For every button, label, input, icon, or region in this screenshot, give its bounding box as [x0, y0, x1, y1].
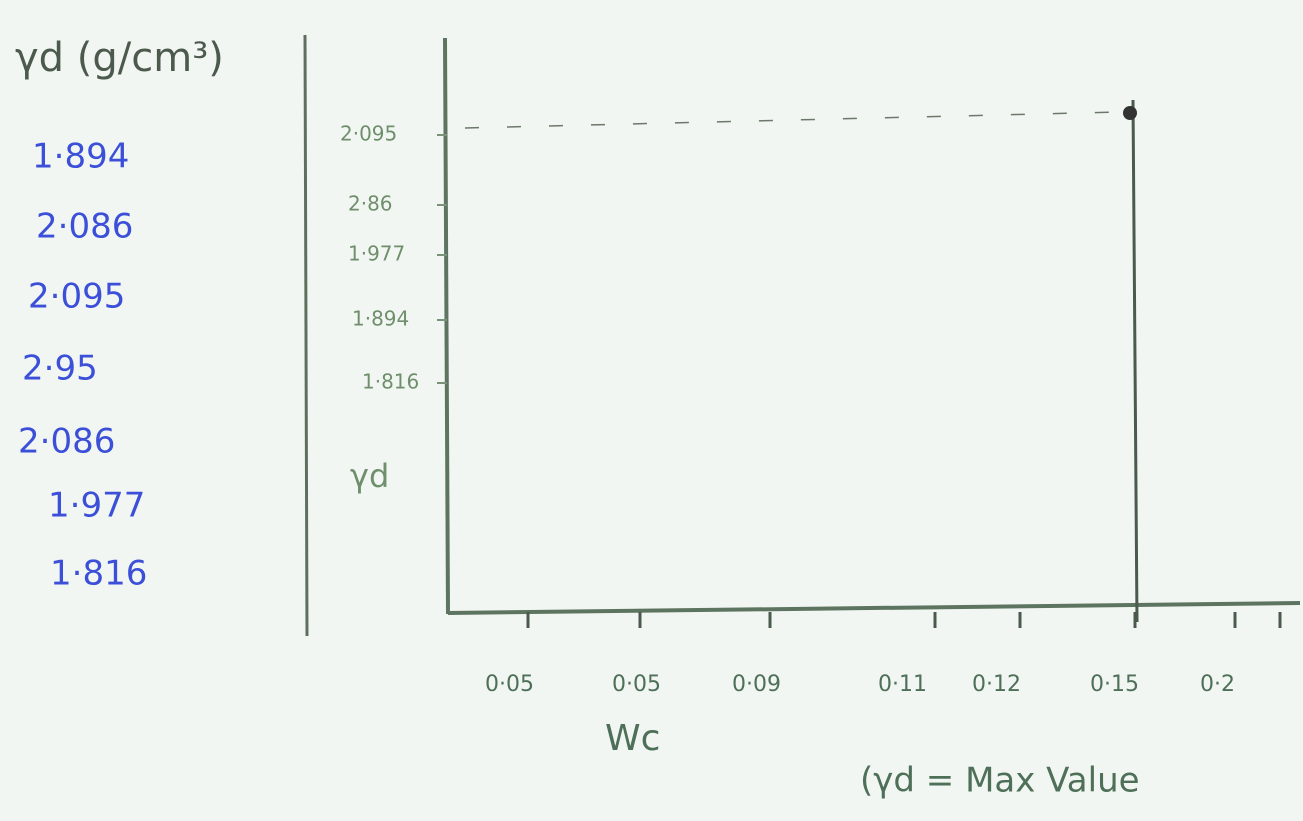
y-tick-label: 1·816 [362, 370, 419, 394]
notebook-page: γd (g/cm³) 2·095 2·86 1·977 1·894 1·816 0·05… [0, 0, 1303, 821]
y-axis-label: γd [350, 457, 389, 495]
note: (γd = Max Value [860, 761, 1140, 801]
x-axis-label: Wc [605, 718, 660, 759]
y-tick-label: 1·894 [352, 307, 409, 331]
list-value: 2·086 [36, 207, 133, 247]
y-tick-label: 2·86 [348, 192, 393, 216]
paper [0, 0, 1303, 821]
x-tick-label: 0·05 [612, 672, 661, 697]
list-value: 1·894 [32, 137, 129, 177]
page: γd (g/cm³) 2·095 2·86 1·977 1·894 1·816 0·05… [0, 0, 1303, 821]
max-point [1123, 106, 1137, 120]
heading: γd (g/cm³) [15, 35, 224, 81]
x-tick-label: 0·2 [1200, 672, 1235, 697]
list-value: 2·086 [18, 422, 115, 462]
list-value: 2·095 [28, 277, 125, 317]
x-tick-label: 0·11 [878, 672, 927, 697]
x-tick-label: 0·12 [972, 672, 1021, 697]
x-tick-label: 0·05 [485, 672, 534, 697]
list-value: 2·95 [22, 349, 98, 389]
list-value: 1·977 [48, 486, 145, 526]
divider [305, 35, 307, 636]
x-tick-label: 0·15 [1090, 672, 1139, 697]
list-value: 1·816 [50, 554, 147, 594]
y-tick-label: 1·977 [348, 242, 405, 266]
x-tick-label: 0·09 [732, 672, 781, 697]
y-tick-label: 2·095 [340, 122, 397, 146]
